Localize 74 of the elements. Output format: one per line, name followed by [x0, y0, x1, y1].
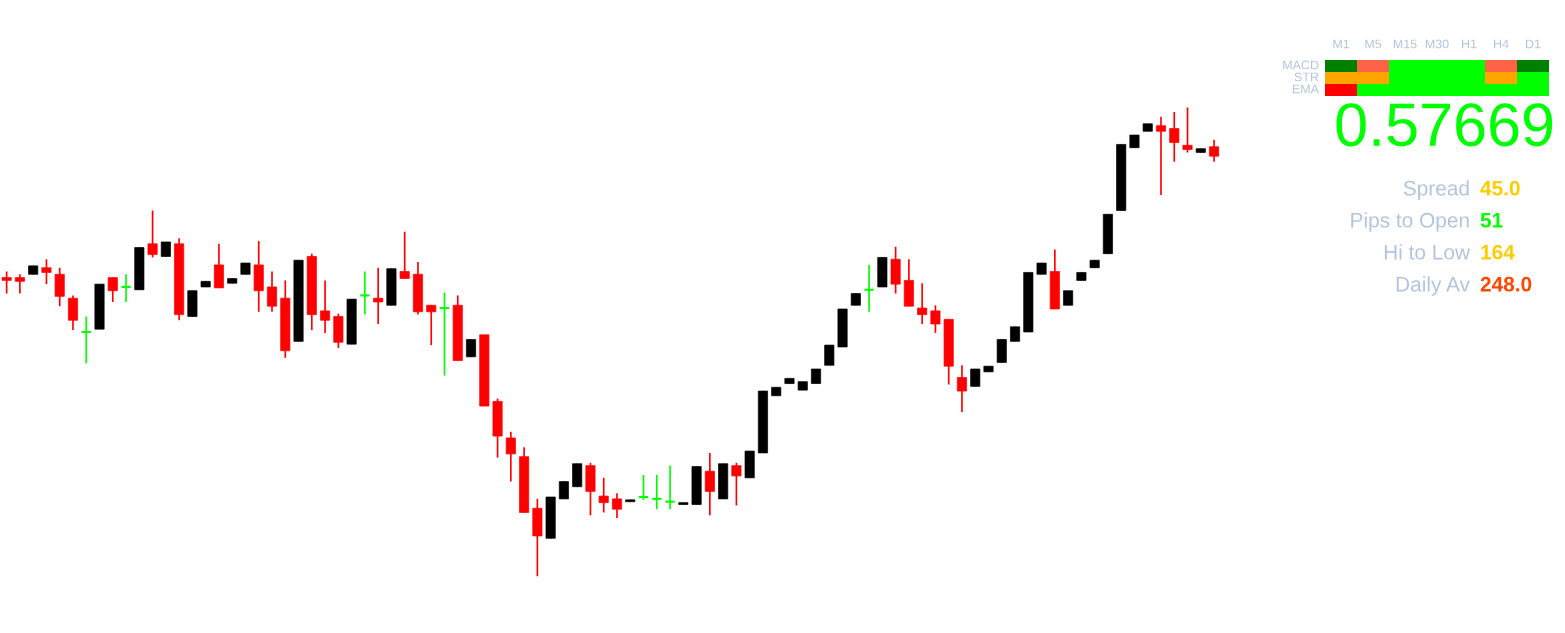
candlestick — [651, 474, 663, 511]
candlestick — [1195, 147, 1206, 154]
text: 51 — [1480, 213, 1503, 228]
text: 248.0 — [1480, 276, 1532, 292]
candlestick — [877, 256, 888, 288]
candlestick — [598, 476, 609, 514]
candlestick — [664, 464, 676, 511]
text: H4 — [1494, 39, 1509, 49]
candlestick — [479, 333, 490, 407]
candlestick — [399, 230, 410, 280]
candlestick — [227, 277, 238, 285]
candlestick — [744, 450, 755, 479]
candlestick — [346, 298, 357, 345]
candlestick — [691, 465, 702, 506]
candlestick — [14, 273, 25, 295]
candlestick — [996, 338, 1007, 364]
candlestick — [386, 267, 397, 307]
candlestick — [970, 368, 981, 388]
candlestick — [280, 279, 291, 359]
candlestick — [771, 386, 782, 397]
candlestick — [359, 270, 371, 316]
candlestick — [120, 273, 132, 303]
candlestick — [731, 461, 742, 507]
candlestick — [637, 474, 650, 501]
text: Pips to Open — [1351, 212, 1469, 232]
candlestick — [678, 501, 689, 506]
text: 45.0 — [1480, 180, 1520, 196]
text: D1 — [1526, 39, 1541, 49]
candlestick — [824, 344, 835, 367]
candlestick — [373, 266, 384, 325]
text: Daily Av — [1396, 276, 1470, 296]
text: M30 — [1425, 39, 1449, 49]
candlestick — [1142, 122, 1153, 133]
candlestick — [545, 496, 556, 540]
candlestick — [147, 209, 158, 259]
candlestick — [797, 380, 808, 391]
text: M1 — [1333, 39, 1350, 49]
candlestick — [1182, 106, 1193, 154]
candlestick — [28, 265, 39, 276]
candlestick — [930, 304, 941, 334]
text: M5 — [1365, 39, 1382, 49]
candlestick — [585, 461, 596, 517]
text: EMA — [1292, 84, 1319, 94]
candlestick — [532, 498, 543, 578]
candlestick — [452, 294, 463, 362]
candlestick — [1023, 271, 1034, 333]
candlestick — [863, 264, 875, 313]
candlestick — [492, 397, 503, 459]
candlestick — [54, 266, 65, 308]
text: 0.57669 — [1336, 103, 1553, 147]
candlestick — [1169, 111, 1180, 163]
candlestick — [253, 240, 264, 313]
text: STR — [1294, 72, 1319, 82]
candlestick — [293, 259, 304, 343]
candlestick — [438, 291, 451, 377]
text: H1 — [1462, 39, 1477, 49]
text: Spread — [1403, 180, 1469, 200]
candlestick — [80, 315, 92, 365]
candlestick — [1, 270, 12, 295]
text: Hi to Low — [1384, 244, 1471, 260]
text: 164 — [1481, 244, 1515, 260]
text: M15 — [1393, 39, 1417, 49]
candlestick — [41, 258, 52, 285]
candlestick — [187, 289, 198, 318]
candlestick — [943, 318, 954, 386]
candlestick — [625, 499, 636, 503]
candlestick — [837, 308, 848, 348]
candlestick — [890, 245, 901, 295]
candlestick — [333, 312, 344, 349]
candlestick — [107, 276, 118, 303]
text: MACD — [1283, 60, 1319, 70]
candlestick — [757, 390, 768, 454]
candlestick — [94, 283, 105, 330]
candlestick — [134, 246, 145, 291]
